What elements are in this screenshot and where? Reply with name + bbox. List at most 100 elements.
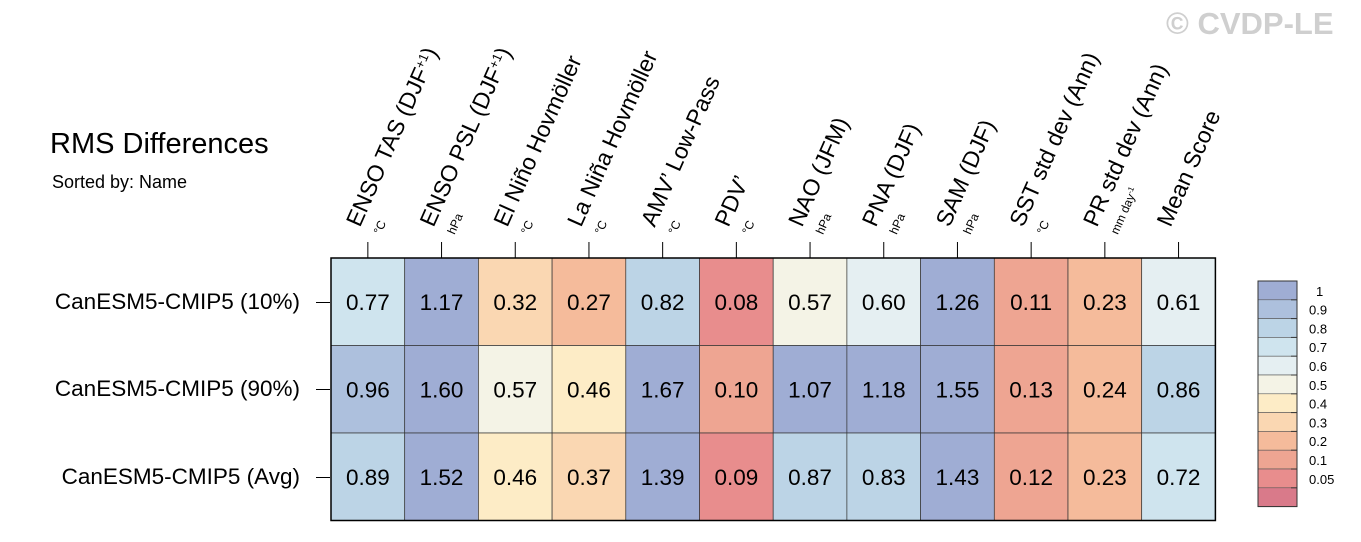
heatmap-cell	[330, 345, 406, 434]
cell-value: 0.82	[641, 290, 685, 315]
heatmap-cell	[846, 345, 921, 434]
legend-label: 0.9	[1309, 303, 1327, 318]
cell-value: 0.23	[1083, 290, 1127, 315]
cell-value: 1.52	[420, 465, 464, 490]
heatmap-cell	[1067, 257, 1143, 346]
cell-value: 1.17	[420, 290, 464, 315]
column-units: °C	[592, 218, 610, 236]
column-units: °C	[371, 218, 389, 236]
column-units: hPa	[960, 211, 982, 236]
legend-label: 0.8	[1309, 321, 1327, 336]
legend-swatch	[1257, 412, 1298, 432]
legend-swatch	[1257, 280, 1298, 301]
cell-value: 0.13	[1009, 377, 1053, 402]
column-units: hPa	[887, 211, 909, 236]
cell-value: 0.46	[493, 465, 537, 490]
legend-label: 0.7	[1309, 340, 1327, 355]
column-units: °C	[1034, 218, 1052, 236]
legend-swatch	[1257, 299, 1298, 319]
cell-value: 0.12	[1009, 465, 1053, 490]
legend-label: 0.05	[1309, 472, 1334, 487]
cell-value: 1.60	[420, 377, 464, 402]
cell-value: 0.46	[567, 377, 611, 402]
cell-value: 0.09	[714, 465, 758, 490]
chart-subtitle: Sorted by: Name	[52, 172, 188, 192]
row-label: CanESM5-CMIP5 (90%)	[54, 376, 300, 402]
column-label: AMV’ Low-Pass	[635, 72, 724, 230]
column-units: hPa	[813, 211, 835, 236]
cell-value: 0.87	[788, 465, 832, 490]
cell-value: 1.67	[641, 377, 685, 402]
heatmap-cell	[920, 432, 995, 521]
heatmap-cell	[920, 345, 995, 434]
cell-value: 0.23	[1083, 465, 1127, 490]
cell-value: 0.89	[346, 465, 390, 490]
column-label: PNA (DJF)	[857, 119, 925, 230]
heatmap-cell	[772, 345, 848, 434]
legend-label: 0.6	[1309, 359, 1327, 374]
cell-value: 0.60	[862, 290, 906, 315]
legend-swatch	[1257, 374, 1298, 395]
column-units: °C	[666, 218, 684, 236]
legend-swatch	[1257, 355, 1298, 376]
legend-label: 0.2	[1309, 434, 1327, 449]
heatmap-cell	[772, 432, 848, 521]
cell-value: 1.39	[641, 465, 685, 490]
row-tick	[316, 476, 330, 478]
heatmap-cell	[625, 432, 700, 521]
legend-label: 1	[1316, 284, 1323, 299]
cell-value: 0.57	[788, 290, 832, 315]
chart-title: RMS Differences	[50, 128, 269, 160]
column-label: Mean Score	[1151, 106, 1225, 230]
cell-value: 0.61	[1157, 290, 1201, 315]
column-label: NAO (JFM)	[783, 113, 854, 230]
heatmap-cell	[993, 345, 1069, 434]
heatmap-cell	[1141, 257, 1216, 346]
legend-label: 0.4	[1309, 397, 1327, 412]
cell-value: 0.83	[862, 465, 906, 490]
row-tick	[316, 389, 330, 391]
heatmap-cell	[993, 432, 1069, 521]
column-label: SAM (DJF)	[930, 116, 1000, 230]
row-tick	[316, 301, 330, 303]
heatmap-cell	[1067, 345, 1143, 434]
legend-swatch	[1257, 431, 1298, 451]
legend-swatch	[1257, 449, 1298, 470]
legend-swatch	[1257, 393, 1298, 413]
heatmap-cell	[551, 257, 627, 346]
heatmap-cell	[404, 345, 479, 434]
legend-label: 0.1	[1309, 453, 1327, 468]
heatmap-cell	[404, 432, 479, 521]
copyright-watermark: © CVDP-LE	[1166, 6, 1334, 41]
legend-label: 0.5	[1309, 378, 1327, 393]
column-header: PDV’°C	[709, 172, 757, 237]
row-label: CanESM5-CMIP5 (10%)	[54, 288, 300, 314]
heatmap-cell	[1141, 432, 1216, 521]
cell-value: 0.37	[567, 465, 611, 490]
cell-value: 0.11	[1010, 290, 1052, 315]
cell-value: 0.77	[346, 290, 390, 315]
column-units: °C	[739, 218, 757, 236]
cell-value: 1.07	[788, 377, 832, 402]
cell-value: 1.55	[936, 377, 980, 402]
column-units: hPa	[444, 211, 466, 236]
heatmap-cell	[1141, 345, 1216, 434]
heatmap-cell	[699, 257, 774, 346]
heatmap-cell	[772, 257, 848, 346]
legend-swatch	[1257, 337, 1298, 357]
cell-value: 0.08	[714, 290, 758, 315]
cell-value: 0.86	[1157, 377, 1201, 402]
legend-swatch	[1257, 487, 1298, 507]
heatmap-cell	[625, 345, 700, 434]
cell-value: 1.26	[936, 290, 980, 315]
cell-value: 1.18	[862, 377, 906, 402]
cell-value: 0.96	[346, 377, 390, 402]
cell-value: 0.32	[493, 290, 537, 315]
heatmap-cell	[551, 345, 627, 434]
cell-value: 0.57	[493, 377, 537, 402]
legend-swatch	[1257, 318, 1298, 338]
heatmap-cell	[846, 257, 921, 346]
row-label: CanESM5-CMIP5 (Avg)	[61, 463, 300, 489]
